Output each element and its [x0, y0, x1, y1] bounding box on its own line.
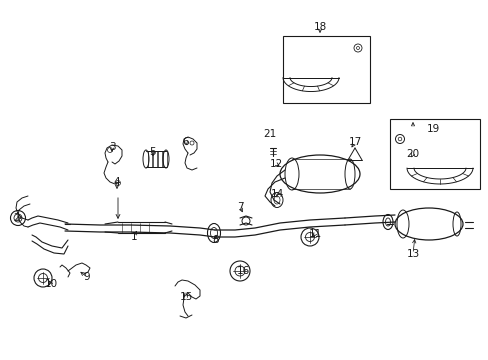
Text: 20: 20 [406, 149, 419, 159]
Text: 18: 18 [313, 22, 326, 32]
Text: 11: 11 [308, 229, 321, 239]
Text: 6: 6 [183, 137, 189, 147]
Text: 13: 13 [406, 249, 419, 259]
Text: 7: 7 [236, 202, 243, 212]
Bar [163, 151, 167, 167]
Text: 4: 4 [113, 177, 120, 187]
Text: 5: 5 [149, 147, 156, 157]
Text: 1: 1 [130, 232, 137, 242]
Bar [158, 151, 162, 167]
Text: 2: 2 [14, 213, 20, 223]
Text: 15: 15 [179, 292, 192, 302]
Text: 19: 19 [426, 124, 439, 134]
Bar [153, 151, 157, 167]
Text: 14: 14 [270, 189, 283, 199]
Text: 21: 21 [263, 129, 276, 139]
Bar [389, 119, 479, 189]
Bar [148, 151, 152, 167]
Text: 16: 16 [236, 266, 249, 276]
Text: 3: 3 [108, 142, 115, 152]
Text: 9: 9 [83, 272, 90, 282]
Text: 17: 17 [347, 137, 361, 147]
Text: 12: 12 [269, 159, 282, 169]
Text: 8: 8 [212, 235, 219, 245]
Bar [283, 36, 369, 103]
Text: 10: 10 [44, 279, 58, 289]
